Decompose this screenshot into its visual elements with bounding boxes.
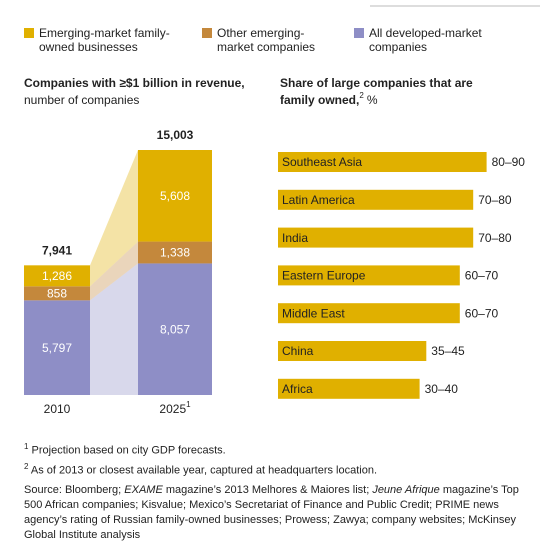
footnote-mark: 1: [24, 442, 29, 451]
notes: 1 Projection based on city GDP forecasts…: [24, 439, 524, 478]
bar-segment: [24, 300, 90, 395]
chart-title-text: family owned,: [280, 93, 359, 107]
category-label: China: [282, 344, 314, 358]
category-label: Middle East: [282, 306, 345, 320]
category-label: India: [282, 231, 308, 245]
bar: [278, 227, 474, 248]
chart-title: Companies with ≥$1 billion in revenue,: [24, 76, 245, 90]
value-label: 80–90: [492, 155, 526, 169]
legend-label: Other emerging-market companies: [217, 26, 316, 54]
legend-label: Emerging-market family-owned businesses: [39, 26, 170, 54]
category: 2010: [44, 402, 71, 416]
value-label: 60–70: [465, 269, 499, 283]
footnote-mark: 1: [186, 400, 191, 409]
bar: [278, 265, 460, 286]
footnote-text: As of 2013 or closest available year, ca…: [30, 464, 378, 477]
bar: [278, 378, 420, 399]
bar-segment: [24, 286, 90, 301]
value-label: 60–70: [465, 306, 499, 320]
legend-label: All developed-market companies: [369, 26, 482, 54]
unit: %: [367, 93, 378, 107]
value-label: 1,338: [160, 246, 190, 260]
value-label: 70–80: [478, 193, 512, 207]
value-label: 5,608: [160, 189, 190, 203]
footnote-mark: 2: [24, 461, 29, 471]
legend-item: Other emerging-market companies: [202, 26, 332, 54]
legend-item: All developed-market companies: [354, 26, 494, 54]
footnote-mark: 2: [359, 91, 364, 100]
category-label: Eastern Europe: [282, 269, 366, 283]
total-label: 7,941: [42, 243, 72, 257]
source-text: Source: Bloomberg;: [24, 484, 125, 496]
value-label: 8,057: [160, 322, 190, 336]
value-label: 70–80: [478, 231, 512, 245]
value-label: 858: [47, 287, 67, 301]
source: Source: Bloomberg; EXAME magazine’s 2013…: [24, 483, 524, 543]
value-label: 30–40: [425, 382, 459, 396]
source-text: Jeune Afrique: [372, 484, 440, 496]
bar: [278, 341, 427, 361]
legend-swatch: [354, 28, 364, 38]
source-text: magazine’s Top 500 African companies; Ki…: [24, 484, 519, 541]
total-label: 15,003: [157, 128, 194, 142]
value-label: 1,286: [42, 269, 72, 283]
bar: [278, 303, 460, 324]
bar-segment: [138, 150, 212, 242]
chart-subtitle: number of companies: [24, 93, 139, 107]
legend-swatch: [202, 28, 212, 38]
footnote-text: Projection based on city GDP forecasts.: [31, 444, 226, 457]
bar: [278, 189, 474, 210]
legend-swatch: [24, 28, 34, 38]
category-label: Southeast Asia: [282, 155, 362, 169]
chart-title: Share of large companies that are: [280, 76, 473, 90]
x-tick-label: 20251: [159, 400, 191, 416]
chart-title-line2: family owned,2%: [280, 91, 378, 107]
chart-title-text: Share of large companies that are: [280, 76, 473, 90]
value-label: 5,797: [42, 341, 72, 355]
category-label: Africa: [282, 382, 313, 396]
value-label: 35–45: [431, 344, 465, 358]
connectors: [90, 150, 138, 395]
connector: [90, 150, 138, 287]
source-text: magazine’s 2013 Melhores & Maiores list;: [162, 484, 373, 496]
chart: Companies with ≥$1 billion in revenue, nu…: [24, 5, 540, 416]
bar: [278, 152, 487, 172]
legend-item: Emerging-market family-owned businesses: [24, 26, 174, 54]
category-label: Latin America: [282, 193, 355, 207]
category: 2025: [159, 402, 186, 416]
bar-segment: [138, 241, 212, 264]
bar-segment: [138, 263, 212, 395]
footnote: 2 As of 2013 or closest available year, …: [24, 459, 524, 479]
footnote: 1 Projection based on city GDP forecasts…: [24, 439, 524, 459]
bar-segment: [24, 265, 90, 287]
connector: [90, 263, 138, 395]
connector: [90, 241, 138, 301]
x-tick-label: 2010: [44, 402, 71, 416]
source-text: EXAME: [124, 484, 163, 496]
